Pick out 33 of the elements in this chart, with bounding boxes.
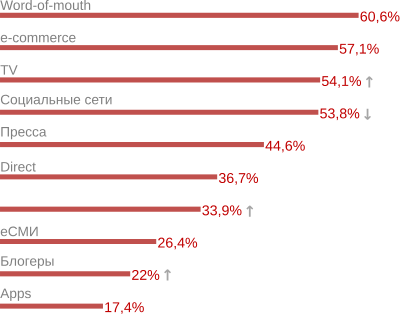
text: ↓: [364, 108, 371, 120]
bar: [0, 77, 320, 83]
data-label: 36,7%: [218, 173, 258, 185]
y-tick-label: Блогеры: [1, 256, 54, 269]
y-tick-label: e-commerce: [0, 34, 76, 42]
bar: [0, 304, 103, 309]
data-label: 26,4%: [158, 238, 198, 250]
data-label: 53,8%: [320, 108, 360, 120]
bar: [0, 142, 264, 148]
data-label: 44,6%: [265, 140, 305, 152]
annotation: ↑: [164, 269, 171, 281]
y-tick-label: Пресса: [1, 127, 46, 140]
data-label: 17,4%: [105, 302, 144, 314]
bar: [0, 206, 201, 212]
bar: [0, 12, 359, 18]
data-label: 54,1%: [322, 76, 362, 88]
text: ↑: [366, 76, 373, 88]
y-tick-label: eСМИ: [0, 226, 38, 236]
annotation: ↑: [246, 206, 254, 217]
y-tick-label: Социальные сети: [0, 94, 112, 108]
bar: [0, 271, 130, 276]
bar: [0, 45, 338, 50]
data-label: 57,1%: [340, 44, 379, 56]
data-label: 33,9%: [202, 205, 242, 218]
y-tick-label: Word-of-mouth: [0, 0, 90, 10]
bar: [0, 174, 218, 180]
data-label: 60,6%: [360, 11, 400, 24]
data-label: 22%: [132, 270, 160, 280]
y-tick-label: TV: [0, 65, 18, 75]
bar: [0, 239, 156, 244]
bar: [0, 110, 318, 115]
y-tick-label: Apps: [0, 288, 31, 301]
y-tick-label: Direct: [1, 162, 36, 172]
